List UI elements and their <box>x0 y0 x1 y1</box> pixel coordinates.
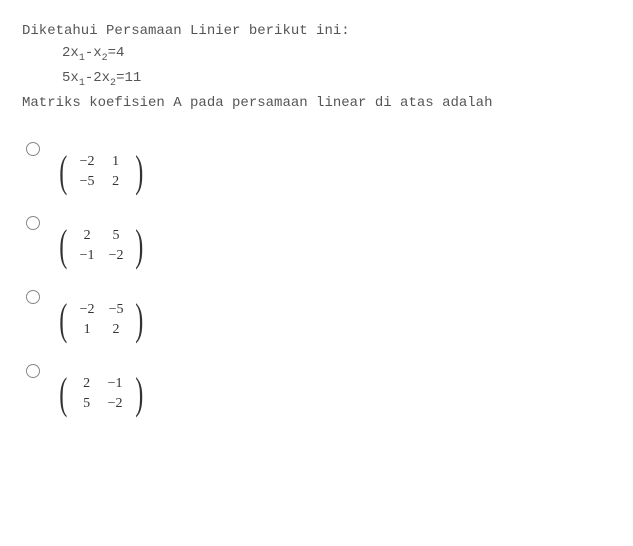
right-paren-icon: ) <box>136 227 144 265</box>
matrix-cell: 2 <box>102 320 131 340</box>
matrix-table: 2−15−2 <box>73 374 130 414</box>
options-list: (−21−52)(25−1−2)(−2−512)(2−15−2) <box>22 138 611 414</box>
radio-icon[interactable] <box>26 290 40 304</box>
matrix: (−21−52) <box>56 152 146 192</box>
matrix-cell: −2 <box>102 246 131 266</box>
question-tail: Matriks koefisien A pada persamaan linea… <box>22 92 611 114</box>
equation-2: 5x1-2x2=11 <box>22 67 611 92</box>
option-3[interactable]: (−2−512) <box>22 286 611 340</box>
matrix-cell: 1 <box>73 320 102 340</box>
option-4[interactable]: (2−15−2) <box>22 360 611 414</box>
matrix-cell: −5 <box>102 300 131 320</box>
matrix-cell: −2 <box>73 300 102 320</box>
matrix-cell: 2 <box>73 374 101 394</box>
left-paren-icon: ( <box>59 153 67 191</box>
left-paren-icon: ( <box>59 227 67 265</box>
matrix: (2−15−2) <box>56 374 146 414</box>
option-2[interactable]: (25−1−2) <box>22 212 611 266</box>
matrix-cell: −2 <box>73 152 102 172</box>
matrix-table: 25−1−2 <box>73 226 131 266</box>
matrix-cell: −5 <box>73 172 102 192</box>
matrix: (25−1−2) <box>56 226 147 266</box>
matrix-table: −2−512 <box>73 300 131 340</box>
radio-icon[interactable] <box>26 142 40 156</box>
matrix-cell: 5 <box>102 226 131 246</box>
equation-1: 2x1-x2=4 <box>22 42 611 67</box>
matrix-cell: −1 <box>101 374 130 394</box>
matrix-cell: 2 <box>102 172 130 192</box>
left-paren-icon: ( <box>59 375 67 413</box>
right-paren-icon: ) <box>135 153 143 191</box>
matrix-table: −21−52 <box>73 152 130 192</box>
radio-icon[interactable] <box>26 216 40 230</box>
right-paren-icon: ) <box>136 301 144 339</box>
matrix-cell: −1 <box>73 246 102 266</box>
matrix-cell: 5 <box>73 394 101 414</box>
question-block: Diketahui Persamaan Linier berikut ini: … <box>22 20 611 114</box>
question-intro: Diketahui Persamaan Linier berikut ini: <box>22 20 611 42</box>
matrix-cell: 1 <box>102 152 130 172</box>
option-1[interactable]: (−21−52) <box>22 138 611 192</box>
matrix-cell: −2 <box>101 394 130 414</box>
radio-icon[interactable] <box>26 364 40 378</box>
matrix-cell: 2 <box>73 226 102 246</box>
left-paren-icon: ( <box>59 301 67 339</box>
right-paren-icon: ) <box>135 375 143 413</box>
matrix: (−2−512) <box>56 300 147 340</box>
